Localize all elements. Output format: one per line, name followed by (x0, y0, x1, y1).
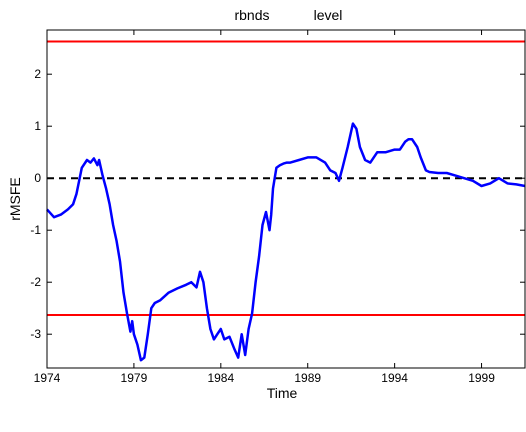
y-tick-label: -3 (30, 327, 41, 341)
plot-frame (46, 29, 526, 369)
y-tick-label: 0 (34, 171, 41, 185)
chart-title-right: level (314, 7, 343, 23)
series-line-0 (46, 122, 526, 362)
x-tick-label: 1999 (468, 371, 495, 385)
y-tick-label: 1 (34, 119, 41, 133)
y-axis-label: rMSFE (7, 177, 23, 221)
x-tick-label: 1984 (207, 371, 234, 385)
x-axis-label: Time (267, 385, 298, 401)
y-tick-label: 2 (34, 67, 41, 81)
y-tick-label: -2 (30, 275, 41, 289)
x-tick-label: 1974 (34, 371, 61, 385)
y-tick-label: -1 (30, 223, 41, 237)
x-tick-label: 1979 (121, 371, 148, 385)
plot-area (46, 40, 526, 362)
chart-title-left: rbnds (234, 7, 269, 23)
y-axis: -3 -2 -1 0 1 2 (30, 67, 525, 341)
x-axis: 1974 1979 1984 1989 1994 1999 (34, 30, 495, 385)
x-tick-label: 1994 (381, 371, 408, 385)
x-tick-label: 1989 (294, 371, 321, 385)
